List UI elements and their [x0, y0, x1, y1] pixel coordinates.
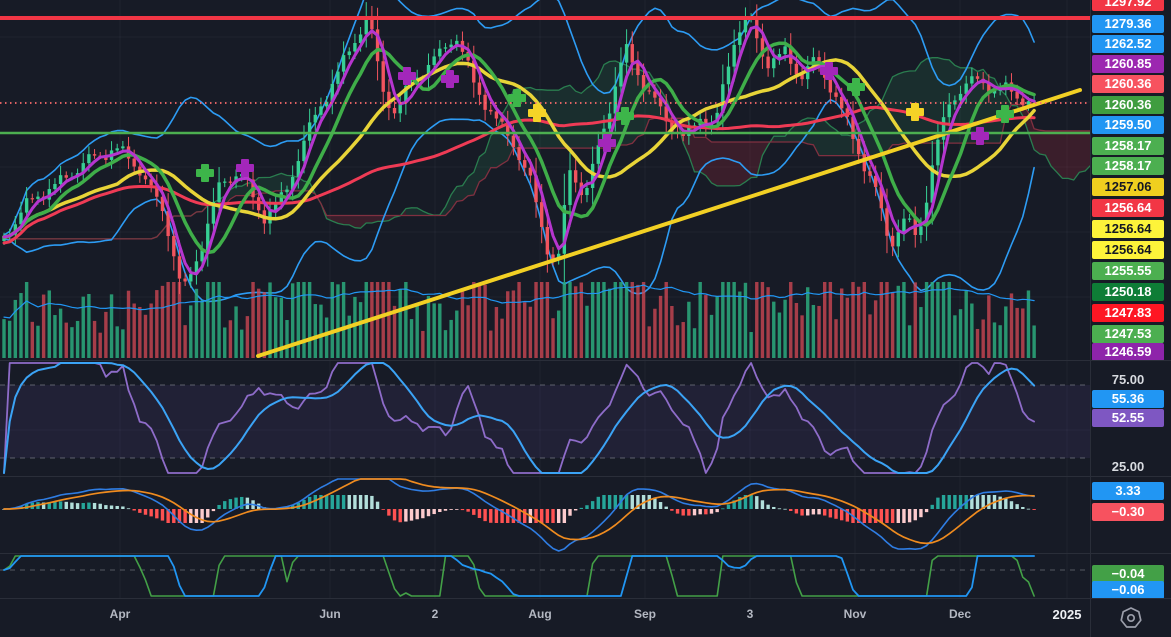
price-label: 1256.64: [1092, 241, 1164, 259]
price-label: 1258.17: [1092, 157, 1164, 175]
ma-green-line: [2, 41, 1036, 255]
price-label: 55.36: [1092, 390, 1164, 408]
price-label: 1260.85: [1092, 55, 1164, 73]
price-label: −0.04: [1092, 565, 1164, 583]
price-label: 1279.36: [1092, 15, 1164, 33]
price-label: 1255.55: [1092, 262, 1164, 280]
price-label: 1262.52: [1092, 35, 1164, 53]
signal-crosses: [196, 62, 1014, 182]
price-scale-border: [1090, 0, 1091, 637]
price-label: 1250.18: [1092, 283, 1164, 301]
price-scale[interactable]: 1297.92 1279.36 1262.52 1260.85 1260.36 1260.…: [1090, 0, 1171, 598]
ma-purple-line: [2, 25, 1036, 276]
price-label: 1247.53: [1092, 325, 1164, 343]
time-label: 2025: [1052, 607, 1082, 622]
macd-plot: [2, 478, 1036, 552]
price-label: 1257.06: [1092, 178, 1164, 196]
price-tick-label: 25.00: [1111, 459, 1145, 474]
gear-icon: [1119, 606, 1142, 628]
pane-divider[interactable]: [0, 598, 1171, 599]
price-label: 1297.92: [1092, 0, 1164, 11]
price-label: 1247.83: [1092, 304, 1164, 322]
time-label: Apr: [109, 607, 131, 621]
price-label: 3.33: [1092, 482, 1164, 500]
price-label: 52.55: [1092, 409, 1164, 427]
price-label: 1246.59: [1092, 343, 1164, 361]
price-label: 1256.64: [1092, 199, 1164, 217]
price-label: 1256.64: [1092, 220, 1164, 238]
time-label: Sep: [633, 607, 657, 621]
time-label: 3: [746, 607, 754, 621]
rsi-plot: [0, 362, 1090, 474]
pane-divider[interactable]: [0, 553, 1171, 554]
pane-divider[interactable]: [0, 476, 1171, 477]
time-label: Dec: [948, 607, 972, 621]
chart-settings-button[interactable]: [1116, 603, 1146, 633]
price-label: −0.30: [1092, 503, 1164, 521]
time-label: Aug: [528, 607, 552, 621]
time-label: 2: [431, 607, 439, 621]
pane-divider[interactable]: [0, 360, 1171, 361]
scale-corner: [1090, 598, 1171, 637]
oscillator-plot: [0, 555, 1090, 597]
price-tick-label: 75.00: [1111, 372, 1145, 387]
volume-bars: [2, 282, 1036, 358]
price-label: 1259.50: [1092, 116, 1164, 134]
time-label: Nov: [843, 607, 867, 621]
ma-yellow-line: [2, 58, 1036, 239]
price-label: −0.06: [1092, 581, 1164, 598]
volume-ma-line: [3, 284, 1035, 319]
price-label: 1260.36: [1092, 75, 1164, 93]
time-label: Jun: [319, 607, 341, 621]
time-scale[interactable]: Apr Jun 2 Aug Sep 3 Nov Dec 2025: [0, 598, 1090, 637]
price-label: 1258.17: [1092, 137, 1164, 155]
price-label: 1260.36: [1092, 96, 1164, 114]
trendline[interactable]: [256, 88, 1082, 358]
